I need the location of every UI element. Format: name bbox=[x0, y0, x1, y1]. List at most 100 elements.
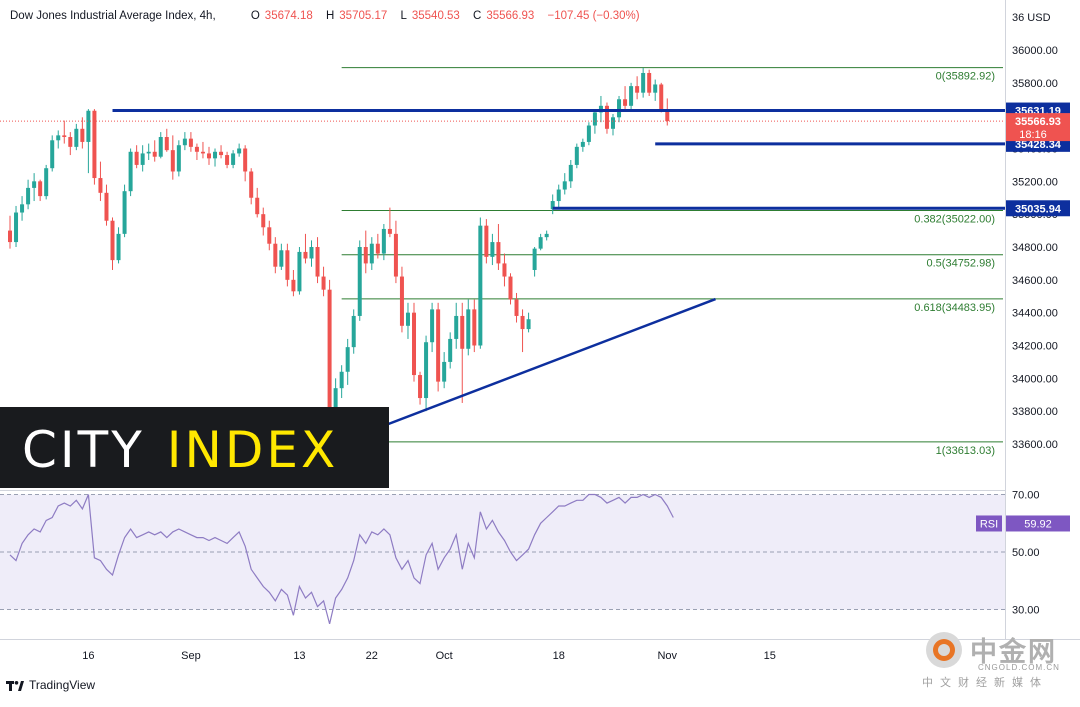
candle-body bbox=[285, 250, 290, 280]
level-price-label: 35428.34 bbox=[1015, 139, 1062, 151]
candle-body bbox=[50, 140, 55, 169]
candle-body bbox=[568, 164, 573, 182]
fib-level-label: 0.5(34752.98) bbox=[927, 258, 996, 270]
candle-body bbox=[188, 138, 193, 147]
candle-body bbox=[261, 214, 266, 228]
time-tick-label: Sep bbox=[181, 650, 201, 662]
trendline-group[interactable] bbox=[341, 297, 716, 444]
candle-body bbox=[351, 315, 356, 348]
ascending-trendline bbox=[341, 297, 716, 444]
candle-body bbox=[466, 309, 471, 349]
rsi-tick-label: 50.00 bbox=[1012, 547, 1040, 559]
index-text: INDEX bbox=[166, 421, 339, 479]
chart-legend: Dow Jones Industrial Average Index, 4h, … bbox=[10, 10, 645, 22]
candle-body bbox=[327, 289, 332, 412]
candle-body bbox=[363, 247, 368, 264]
candle-body bbox=[454, 315, 459, 339]
price-tick-label: 34000.00 bbox=[1012, 373, 1058, 385]
rsi-tick-label: 70.00 bbox=[1012, 490, 1040, 502]
rsi-line bbox=[9, 493, 674, 625]
price-tick-label: 34600.00 bbox=[1012, 275, 1058, 287]
cngold-name: 中金网 bbox=[970, 637, 1057, 668]
cngold-logo-icon bbox=[926, 632, 962, 668]
candle-body bbox=[297, 251, 302, 292]
candle-body bbox=[291, 279, 296, 292]
rsi-value-tag bbox=[1006, 515, 1070, 532]
candle-body bbox=[478, 225, 483, 346]
candle-body bbox=[8, 230, 12, 243]
candle-body bbox=[532, 248, 537, 270]
candle-body bbox=[32, 181, 37, 188]
candle-body bbox=[665, 109, 670, 122]
fibonacci-retracement[interactable]: 0(35892.92) 0.382(35022.00) 0.5(34752.98) 0… bbox=[341, 67, 1003, 457]
change-value: −107.45 (−0.30%) bbox=[547, 10, 640, 22]
candle-body bbox=[140, 153, 145, 165]
high-value: 35705.17 bbox=[339, 10, 388, 22]
candle-body bbox=[484, 225, 489, 257]
time-tick-label: 16 bbox=[82, 650, 94, 662]
price-tick-label: 34400.00 bbox=[1012, 308, 1058, 320]
ohlc-readout: O 35674.18 H 35705.17 L 35540.53 C 35566.93 … bbox=[250, 10, 640, 22]
candle-body bbox=[580, 141, 585, 147]
candle-body bbox=[424, 342, 429, 399]
tradingview-footer[interactable]: TradingView bbox=[6, 678, 95, 692]
candle-body bbox=[556, 189, 561, 202]
price-grid bbox=[0, 0, 1080, 640]
candle-body bbox=[86, 110, 91, 142]
candle-body bbox=[146, 151, 151, 154]
candle-body bbox=[44, 168, 49, 197]
candle-body bbox=[279, 250, 284, 267]
candle-body bbox=[387, 228, 392, 234]
candle-body bbox=[243, 148, 248, 172]
price-tick-label: 33600.00 bbox=[1012, 439, 1058, 451]
candle-body bbox=[309, 247, 314, 259]
candle-body bbox=[647, 72, 652, 93]
candle-body bbox=[472, 309, 477, 346]
candle-body bbox=[623, 99, 628, 106]
candle-body bbox=[436, 309, 441, 382]
candle-body bbox=[80, 128, 85, 142]
candle-body bbox=[339, 371, 344, 389]
candle-body bbox=[460, 315, 465, 349]
cngold-domain: CNGOLD.COM.CN bbox=[978, 663, 1060, 672]
candle-body bbox=[213, 151, 218, 159]
candle-body bbox=[526, 319, 531, 330]
rsi-tick-label: 30.00 bbox=[1012, 605, 1040, 617]
city-index-watermark: CITY INDEX bbox=[0, 407, 389, 488]
candle-body bbox=[490, 242, 495, 257]
candle-body bbox=[418, 375, 423, 399]
candle-body bbox=[38, 181, 43, 197]
candle-body bbox=[134, 151, 139, 165]
candle-body bbox=[496, 242, 501, 264]
candle-body bbox=[442, 361, 447, 382]
candle-body bbox=[92, 110, 97, 179]
candle-body bbox=[231, 153, 236, 165]
candle-body bbox=[641, 72, 646, 93]
candle-body bbox=[237, 148, 242, 154]
candle-body bbox=[635, 86, 640, 93]
rsi-pane bbox=[0, 493, 1005, 625]
price-tick-label: 34200.00 bbox=[1012, 341, 1058, 353]
horizontal-levels[interactable] bbox=[0, 109, 1005, 210]
candle-body bbox=[249, 171, 254, 198]
time-tick-label: 15 bbox=[764, 650, 776, 662]
price-tick-label: 34800.00 bbox=[1012, 242, 1058, 254]
rsi-name-label: RSI bbox=[980, 518, 998, 530]
candle-body bbox=[381, 228, 386, 254]
candle-body bbox=[345, 347, 350, 372]
price-tick-label: 35800.00 bbox=[1012, 78, 1058, 90]
candle-body bbox=[611, 117, 615, 129]
price-tick-label: 33800.00 bbox=[1012, 406, 1058, 418]
candle-body bbox=[116, 233, 121, 261]
candle-body bbox=[508, 276, 513, 300]
candle-body bbox=[255, 197, 260, 215]
candle-body bbox=[617, 99, 622, 118]
candle-body bbox=[544, 233, 549, 238]
last-price-value: 35566.93 bbox=[1015, 116, 1061, 128]
candle-body bbox=[393, 233, 398, 277]
candle-body bbox=[128, 151, 133, 192]
low-value: 35540.53 bbox=[411, 10, 460, 22]
price-tick-label: 36000.00 bbox=[1012, 45, 1058, 57]
